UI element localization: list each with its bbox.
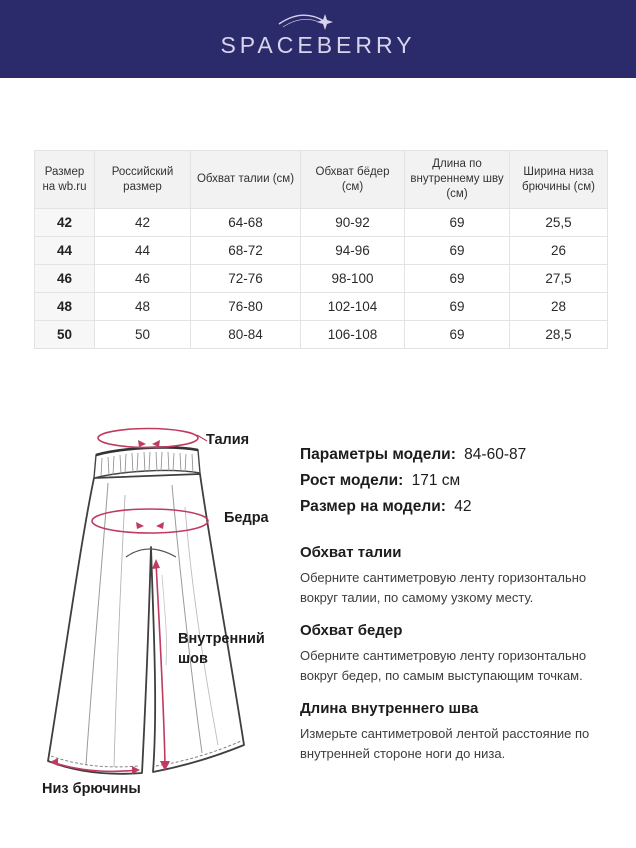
table-cell: 48 [34,292,95,321]
guide-section-text: Измерьте сантиметровой лентой расстояние… [300,726,590,761]
table-cell: 42 [94,208,191,237]
model-info-value: 171 см [411,472,461,489]
table-row: 50 50 80-84 106-108 69 28,5 [34,320,608,349]
table-row: 46 46 72-76 98-100 69 27,5 [34,264,608,293]
column-header: Ширина низа брючины (см) [509,150,608,209]
table-cell: 50 [94,320,191,349]
measure-guide-section: Обхват талии Оберните сантиметровую лент… [300,544,615,607]
table-row: 48 48 76-80 102-104 69 28 [34,292,608,321]
table-cell: 27,5 [509,264,608,293]
model-info-value: 42 [454,498,472,515]
guide-section-title: Обхват бедер [300,622,403,639]
measure-guide-section: Обхват бедер Оберните сантиметровую лент… [300,622,615,685]
waist-label: Талия [206,432,250,448]
brand-name: SPACEBERRY [220,31,416,58]
table-cell: 69 [404,208,510,237]
waist-measure-ellipse [97,427,199,449]
table-header-row: Размер на wb.ru Российский размер Обхват… [34,150,608,209]
table-cell: 44 [34,236,95,265]
model-info-value: 84-60-87 [464,446,527,463]
table-cell: 48 [94,292,191,321]
hips-label: Бедра [224,510,269,526]
brand-logo: SPACEBERRY [220,13,416,59]
info-column: Параметры модели: 84-60-87 Рост модели: … [300,442,615,778]
table-cell: 80-84 [190,320,301,349]
table-cell: 44 [94,236,191,265]
table-cell: 46 [34,264,95,293]
size-table-header: Размер на wb.ru Российский размер Обхват… [34,150,608,209]
table-cell: 69 [404,292,510,321]
column-header: Российский размер [94,150,191,209]
model-info-line: Параметры модели: 84-60-87 [300,442,615,468]
model-info-label: Размер на модели: [300,498,446,515]
measure-arrowheads [50,440,170,774]
table-cell: 42 [34,208,95,237]
model-info-line: Рост модели: 171 см [300,468,615,494]
guide-section-text: Оберните сантиметровую ленту горизонталь… [300,570,587,605]
column-header: Длина по внутреннему шву (см) [404,150,510,209]
table-cell: 102-104 [300,292,405,321]
model-info: Параметры модели: 84-60-87 Рост модели: … [300,442,615,520]
inseam-label: Внутренний шов [178,631,265,667]
table-cell: 69 [404,264,510,293]
shooting-star-icon [279,13,334,30]
table-cell: 76-80 [190,292,301,321]
hem-measure-arrow [51,761,139,773]
hips-measure-ellipse [91,508,209,534]
pants-sketch [47,427,245,775]
pants-measurement-diagram: Талия Бедра Внутренний шов Низ брючины [30,415,292,810]
table-cell: 50 [34,320,95,349]
column-header: Размер на wb.ru [34,150,95,209]
guide-section-title: Обхват талии [300,544,402,561]
measure-lines [51,427,209,773]
table-cell: 46 [94,264,191,293]
table-cell: 90-92 [300,208,405,237]
measure-guide-section: Длина внутреннего шва Измерьте сантиметр… [300,700,615,763]
size-table: Размер на wb.ru Российский размер Обхват… [34,150,608,349]
table-cell: 72-76 [190,264,301,293]
model-info-line: Размер на модели: 42 [300,494,615,520]
column-header: Обхват бёдер (см) [300,150,405,209]
table-cell: 98-100 [300,264,405,293]
table-cell: 68-72 [190,236,301,265]
table-cell: 69 [404,320,510,349]
guide-section-title: Длина внутреннего шва [300,700,479,717]
table-row: 44 44 68-72 94-96 69 26 [34,236,608,265]
column-header: Обхват талии (см) [190,150,301,209]
model-info-label: Рост модели: [300,472,404,489]
model-info-label: Параметры модели: [300,446,456,463]
table-row: 42 42 64-68 90-92 69 25,5 [34,208,608,237]
elastic-texture [100,451,194,477]
table-cell: 28 [509,292,608,321]
table-cell: 25,5 [509,208,608,237]
inseam-measure-arrow [155,562,166,766]
table-cell: 106-108 [300,320,405,349]
table-cell: 69 [404,236,510,265]
guide-section-text: Оберните сантиметровую ленту горизонталь… [300,648,587,683]
hem-label: Низ брючины [42,781,141,797]
brand-header: SPACEBERRY [0,0,636,78]
table-cell: 94-96 [300,236,405,265]
table-cell: 64-68 [190,208,301,237]
table-cell: 26 [509,236,608,265]
table-cell: 28,5 [509,320,608,349]
